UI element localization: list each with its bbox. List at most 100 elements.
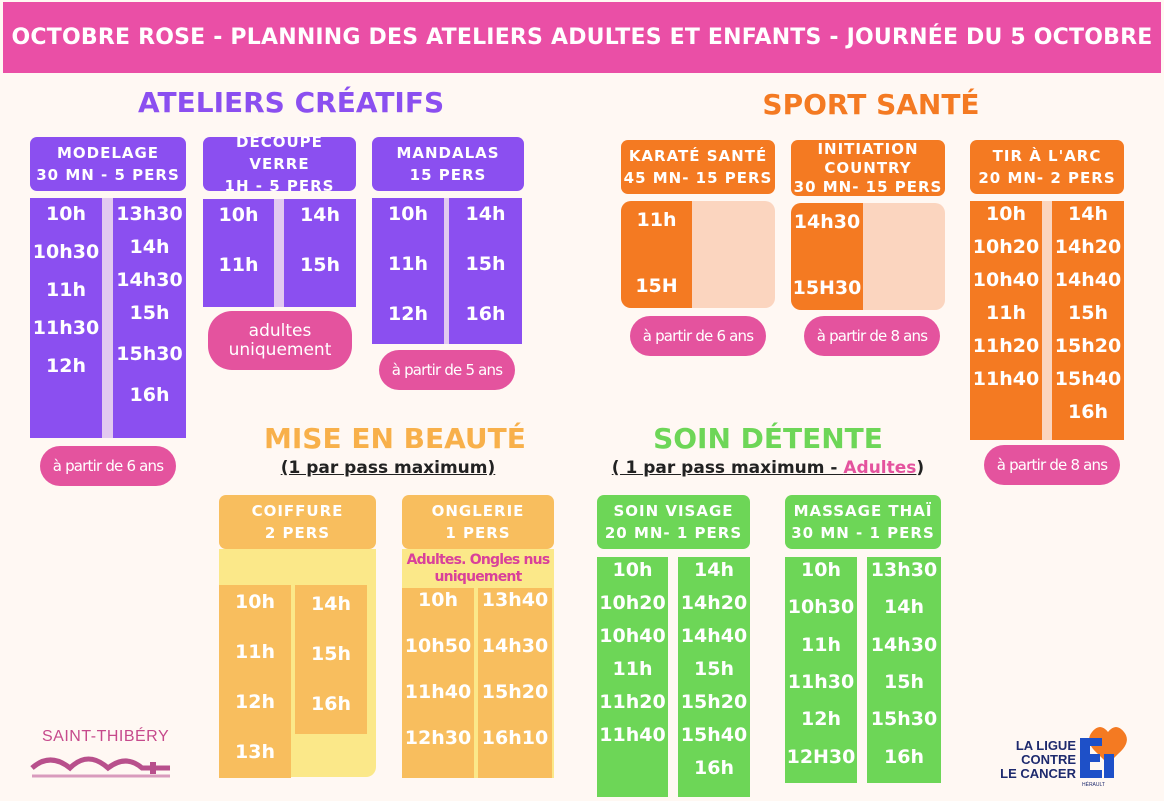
- slot: 14h30: [481, 635, 549, 657]
- slot: 11h20: [599, 691, 666, 713]
- slot: 12H30: [786, 745, 856, 768]
- detente-title: SOIN DÉTENTE: [653, 422, 883, 455]
- slot: 10h: [46, 203, 86, 225]
- modelage-header: MODELAGE 30 MN - 5 PERS: [30, 137, 186, 191]
- decoupe-name: DÉCOUPE VERRE: [236, 133, 323, 173]
- massage-info: 30 MN - 1 PERS: [791, 524, 935, 542]
- slot: 10h: [801, 559, 841, 581]
- karate-column: 11h 15H: [621, 201, 692, 308]
- arc-morning-column: 10h 10h20 10h40 11h 11h20 11h40: [970, 201, 1042, 440]
- decoupe-header: DÉCOUPE VERRE 1H - 5 PERS: [203, 133, 356, 195]
- decoupe-morning-column: 10h 11h: [203, 199, 274, 307]
- beaute-title: MISE EN BEAUTÉ: [264, 422, 526, 455]
- massage-morning-column: 10h 10h30 11h 11h30 12h 12H30: [785, 557, 857, 783]
- arc-age-badge: à partir de 8 ans: [984, 445, 1120, 485]
- slot: 11h30: [787, 670, 855, 693]
- slot: 11h: [388, 253, 428, 275]
- visage-morning-column: 10h 10h20 10h40 11h 11h20 11h40: [597, 557, 668, 797]
- slot: 13h30: [116, 203, 183, 225]
- banner-title: OCTOBRE ROSE - PLANNING DES ATELIERS ADU…: [11, 25, 1153, 50]
- slot: 15h30: [870, 708, 938, 731]
- slot: 15h40: [680, 724, 748, 746]
- slot: 16h: [1068, 401, 1108, 423]
- modelage-info: 30 MN - 5 PERS: [36, 166, 180, 184]
- onglerie-info: 1 PERS: [445, 524, 511, 542]
- slot: 12h: [388, 303, 428, 325]
- bridge-icon: [30, 756, 170, 778]
- karate-age-badge: à partir de 6 ans: [630, 316, 766, 356]
- slot: 11h: [801, 633, 841, 656]
- slot: 11h40: [599, 724, 666, 746]
- decoupe-info: 1H - 5 PERS: [224, 177, 335, 195]
- slot: 11h40: [404, 681, 472, 703]
- detente-subtitle-pre: ( 1 par pass maximum -: [611, 458, 844, 478]
- slot: 10h: [612, 559, 653, 581]
- onglerie-morning-column: 10h 10h50 11h40 12h30: [402, 588, 474, 778]
- slot: 11h: [218, 254, 259, 276]
- karate-name: KARATÉ SANTÉ: [628, 147, 768, 165]
- detente-subtitle-adultes: Adultes: [843, 458, 917, 478]
- slot: 14h30: [870, 633, 938, 656]
- beaute-subtitle-text: (1 par pass maximum): [280, 458, 496, 478]
- visage-name: SOIN VISAGE: [613, 502, 734, 520]
- arc-info: 20 MN- 2 PERS: [978, 169, 1116, 187]
- slot: 13h30: [870, 559, 938, 581]
- slot: 16h10: [481, 727, 549, 749]
- mandalas-name: MANDALAS: [396, 144, 500, 162]
- modelage-age-badge: à partir de 6 ans: [40, 446, 176, 486]
- slot: 15h20: [680, 691, 748, 713]
- onglerie-name: ONGLERIE: [431, 502, 525, 520]
- ligue-heart-icon: [1080, 727, 1127, 778]
- slot: 15h: [1068, 302, 1108, 324]
- visage-afternoon-column: 14h 14h20 14h40 15h 15h20 15h40 16h: [678, 557, 750, 797]
- modelage-name: MODELAGE: [56, 144, 160, 162]
- massage-name: MASSAGE THAÏ: [793, 502, 933, 520]
- slot: 12h: [235, 691, 275, 713]
- slot: 10h30: [32, 241, 100, 263]
- slot: 10h50: [404, 635, 472, 657]
- slot: 15h: [884, 670, 924, 693]
- saint-thibery-logo: SAINT-THIBÉRY: [30, 728, 180, 788]
- coiffure-afternoon-column: 14h 15h 16h: [295, 585, 367, 734]
- visage-header: SOIN VISAGE 20 MN- 1 PERS: [597, 495, 750, 549]
- slot: 14h20: [680, 592, 748, 614]
- onglerie-afternoon-column: 13h40 14h30 15h20 16h10: [478, 588, 552, 778]
- town-name: SAINT-THIBÉRY: [42, 728, 170, 745]
- creatifs-title: ATELIERS CRÉATIFS: [138, 86, 445, 119]
- slot: 16h: [129, 384, 170, 406]
- slot: 11h: [612, 658, 653, 680]
- slot: 15h20: [1054, 335, 1122, 357]
- slot: 14h: [465, 203, 506, 225]
- karate-header: KARATÉ SANTÉ 45 MN- 15 PERS: [621, 140, 775, 194]
- slot: 15H30: [792, 277, 862, 299]
- slot: 16h: [311, 693, 351, 715]
- slot: 12h30: [404, 727, 472, 749]
- visage-info: 20 MN- 1 PERS: [604, 524, 743, 542]
- country-name-2: COUNTRY: [824, 158, 912, 177]
- slot: 12h: [801, 708, 841, 731]
- country-age-badge: à partir de 8 ans: [804, 316, 940, 356]
- slot: 16h: [884, 745, 924, 768]
- ligue-line1: LA LIGUE: [1015, 738, 1076, 753]
- slot: 11h20: [972, 335, 1040, 357]
- country-column: 14h30 15H30: [791, 203, 863, 310]
- onglerie-note: Adultes. Ongles nus uniquement: [402, 549, 554, 588]
- slot: 14h: [311, 593, 351, 615]
- slot: 14h: [1068, 203, 1108, 225]
- onglerie-header: ONGLERIE 1 PERS: [402, 495, 554, 549]
- slot: 15h40: [1054, 368, 1122, 390]
- massage-afternoon-column: 13h30 14h 14h30 15h 15h30 16h: [867, 557, 941, 783]
- karate-info: 45 MN- 15 PERS: [623, 169, 773, 187]
- arc-afternoon-column: 14h 14h20 14h40 15h 15h20 15h40 16h: [1052, 201, 1124, 440]
- mandalas-info: 15 PERS: [409, 166, 487, 184]
- page-banner: OCTOBRE ROSE - PLANNING DES ATELIERS ADU…: [3, 2, 1161, 73]
- slot: 11h: [636, 209, 677, 231]
- slot: 15h: [129, 302, 170, 324]
- arc-header: TIR À L'ARC 20 MN- 2 PERS: [970, 140, 1124, 194]
- slot: 15h: [311, 643, 351, 665]
- country-info: 30 MN- 15 PERS: [793, 177, 943, 196]
- modelage-morning-column: 10h 10h30 11h 11h30 12h: [30, 198, 102, 438]
- slot: 10h: [418, 589, 458, 611]
- slot: 11h: [235, 641, 275, 663]
- slot: 10h20: [972, 236, 1040, 258]
